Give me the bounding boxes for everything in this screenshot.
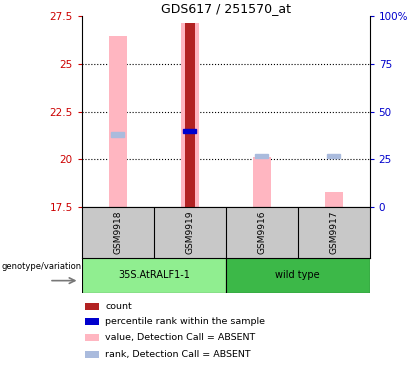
Bar (111, 132, 124, 137)
Bar (109, 36, 127, 207)
Text: GSM9916: GSM9916 (257, 211, 266, 254)
Bar (85, 351, 99, 358)
Bar (253, 157, 271, 207)
Text: count: count (105, 302, 132, 311)
Text: rank, Detection Call = ABSENT: rank, Detection Call = ABSENT (105, 350, 251, 359)
Text: GSM9918: GSM9918 (113, 211, 122, 254)
Text: wild type: wild type (276, 270, 320, 280)
Bar (181, 23, 199, 207)
Bar (255, 154, 268, 158)
Bar (226, 258, 370, 293)
Bar (325, 191, 343, 207)
Text: GSM9917: GSM9917 (329, 211, 338, 254)
Bar (185, 23, 195, 207)
Text: 35S.AtRALF1-1: 35S.AtRALF1-1 (118, 270, 190, 280)
Text: GSM9919: GSM9919 (185, 211, 194, 254)
Title: GDS617 / 251570_at: GDS617 / 251570_at (161, 2, 291, 15)
Bar (85, 303, 99, 310)
Text: percentile rank within the sample: percentile rank within the sample (105, 317, 265, 326)
Bar (85, 334, 99, 341)
Bar (183, 128, 196, 133)
Text: genotype/variation: genotype/variation (2, 262, 82, 271)
Text: value, Detection Call = ABSENT: value, Detection Call = ABSENT (105, 333, 256, 342)
Bar (327, 154, 340, 158)
Bar (85, 318, 99, 325)
Bar (82, 258, 226, 293)
